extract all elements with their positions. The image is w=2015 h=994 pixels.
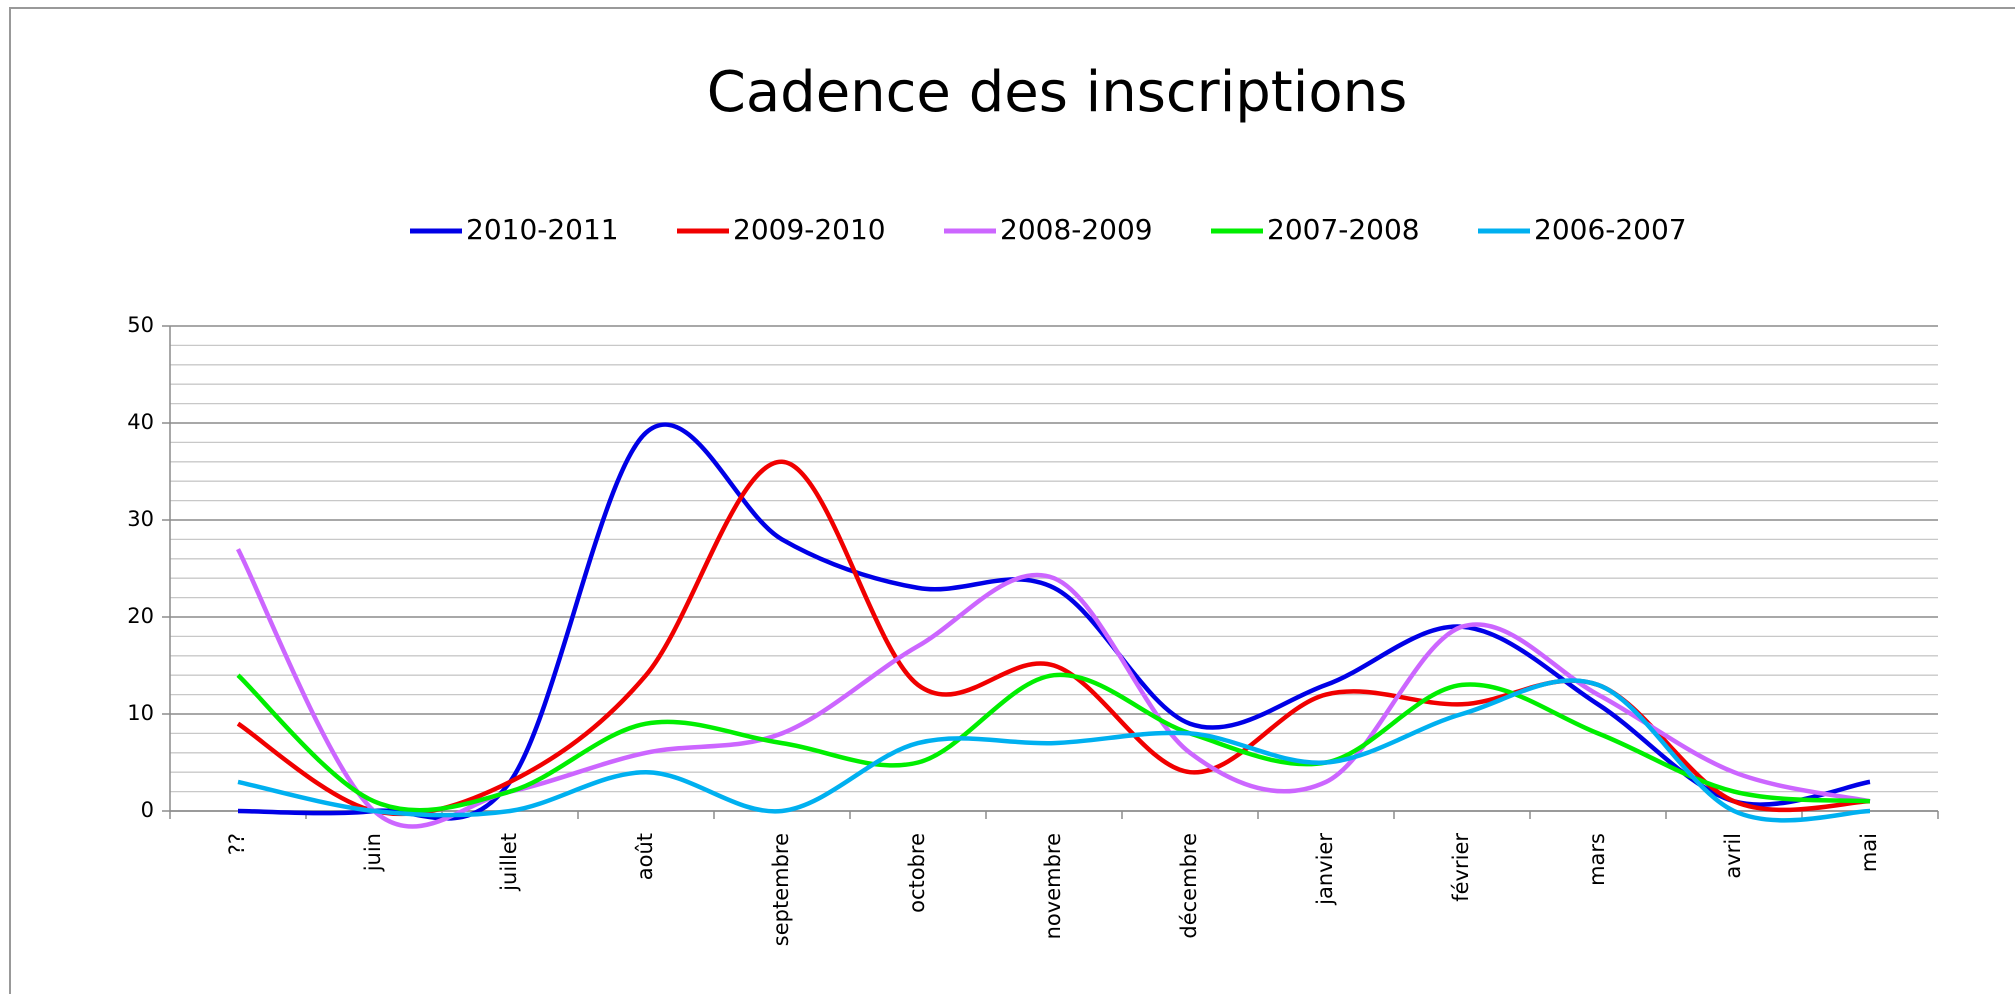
y-tick-label: 40	[127, 410, 154, 434]
y-tick-label: 30	[127, 507, 154, 531]
x-tick-label: avril	[1721, 833, 1745, 879]
chart-frame	[9, 7, 2015, 994]
y-tick-label: 20	[127, 604, 154, 628]
series-line	[236, 548, 1871, 829]
series-line	[236, 459, 1871, 817]
x-tick-label: mars	[1585, 833, 1609, 886]
series-line	[236, 672, 1871, 813]
series-line	[237, 422, 1871, 821]
x-tick-label: décembre	[1177, 833, 1201, 939]
x-tick-label: janvier	[1313, 833, 1337, 906]
x-tick-label: ??	[225, 833, 249, 855]
legend-label: 2007-2008	[1267, 213, 1420, 246]
legend-label: 2009-2010	[733, 213, 886, 246]
x-tick-label: mai	[1857, 833, 1881, 872]
x-tick-label: février	[1449, 833, 1473, 902]
chart-title: Cadence des inscriptions	[707, 60, 1408, 125]
x-tick-label: août	[633, 833, 657, 880]
x-tick-label: novembre	[1041, 833, 1065, 939]
y-tick-label: 50	[127, 313, 154, 337]
y-tick-label: 10	[127, 701, 154, 725]
legend-label: 2010-2011	[466, 213, 619, 246]
x-tick-label: juin	[361, 833, 385, 872]
x-tick-label: juillet	[497, 833, 521, 892]
legend-label: 2008-2009	[1000, 213, 1153, 246]
x-tick-label: octobre	[905, 833, 929, 913]
legend-label: 2006-2007	[1534, 213, 1687, 246]
x-tick-label: septembre	[769, 833, 793, 946]
series-line	[237, 678, 1871, 823]
y-tick-label: 0	[141, 798, 154, 822]
